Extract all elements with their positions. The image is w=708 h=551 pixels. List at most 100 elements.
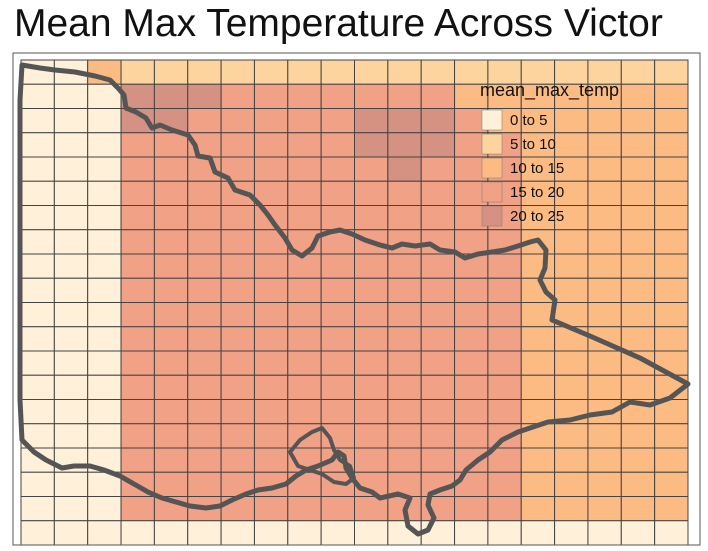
grid-cell	[587, 205, 622, 231]
grid-cell	[387, 205, 422, 231]
grid-cell	[120, 399, 155, 425]
grid-cell	[187, 205, 222, 231]
grid-cell	[20, 326, 55, 352]
grid-cell	[387, 374, 422, 400]
grid-cell	[587, 423, 622, 449]
grid-cell	[20, 83, 55, 109]
grid-cell	[354, 156, 389, 182]
grid-cell	[654, 205, 689, 231]
grid-cell	[153, 302, 189, 328]
grid-cell	[53, 132, 89, 158]
grid-cell	[387, 471, 422, 497]
grid-cell	[20, 471, 55, 497]
grid-cell	[187, 350, 222, 376]
legend-swatch	[481, 133, 503, 155]
grid-cell	[87, 302, 122, 328]
grid-cell	[120, 253, 155, 279]
grid-cell	[87, 108, 122, 134]
grid-cell	[620, 520, 656, 546]
grid-cell	[354, 496, 389, 522]
grid-cell	[253, 374, 289, 400]
grid-cell	[287, 326, 322, 352]
grid-cell	[120, 59, 155, 85]
grid-cell	[253, 132, 289, 158]
grid-cell	[220, 277, 255, 303]
grid-cell	[554, 374, 589, 400]
grid-cell	[187, 277, 222, 303]
grid-cell	[487, 350, 522, 376]
grid-cell	[487, 374, 522, 400]
grid-cell	[520, 496, 556, 522]
grid-cell	[520, 471, 556, 497]
grid-cell	[554, 423, 589, 449]
grid-cell	[87, 156, 122, 182]
legend-label: 0 to 5	[510, 112, 548, 129]
grid-cell	[320, 326, 355, 352]
grid-cell	[354, 253, 389, 279]
grid-cell	[420, 108, 456, 134]
grid-cell	[587, 253, 622, 279]
grid-cell	[20, 399, 55, 425]
grid-cell	[53, 253, 89, 279]
grid-cell	[587, 350, 622, 376]
grid-cell	[20, 350, 55, 376]
grid-cell	[520, 326, 556, 352]
grid-cell	[520, 277, 556, 303]
grid-cell	[387, 350, 422, 376]
grid-cell	[220, 423, 255, 449]
grid-cell	[420, 350, 456, 376]
grid-cell	[354, 302, 389, 328]
grid-cell	[20, 520, 55, 546]
grid-cell	[354, 277, 389, 303]
grid-cell	[320, 399, 355, 425]
grid-cell	[287, 277, 322, 303]
grid-cell	[153, 350, 189, 376]
grid-cell	[287, 180, 322, 206]
grid-cell	[487, 83, 522, 109]
grid-cell	[153, 374, 189, 400]
grid-cell	[220, 399, 255, 425]
grid-cell	[387, 132, 422, 158]
grid-cell	[253, 447, 289, 473]
grid-cell	[120, 302, 155, 328]
grid-cell	[620, 302, 656, 328]
grid-cell	[220, 326, 255, 352]
grid-cell	[53, 277, 89, 303]
grid-cell	[487, 302, 522, 328]
grid-cell	[454, 229, 489, 255]
grid-cell	[554, 132, 589, 158]
grid-cell	[554, 520, 589, 546]
grid-cell	[53, 496, 89, 522]
grid-cell	[287, 132, 322, 158]
grid-cell	[454, 520, 489, 546]
grid-cell	[320, 156, 355, 182]
grid-cell	[253, 350, 289, 376]
grid-cell	[654, 302, 689, 328]
grid-cell	[620, 447, 656, 473]
grid-cell	[420, 132, 456, 158]
grid-cell	[87, 496, 122, 522]
grid-cell	[387, 156, 422, 182]
grid-cell	[20, 277, 55, 303]
grid-cell	[187, 83, 222, 109]
grid-cell	[53, 180, 89, 206]
grid-cell	[587, 229, 622, 255]
grid-cell	[654, 156, 689, 182]
grid-cell	[654, 229, 689, 255]
grid-cell	[87, 229, 122, 255]
grid-cell	[87, 520, 122, 546]
grid-cell	[387, 520, 422, 546]
map-legend: mean_max_temp 0 to 5 5 to 10 10 to 15 15 to…	[480, 80, 619, 227]
grid-cells	[20, 59, 689, 546]
grid-cell	[287, 350, 322, 376]
grid-cell	[287, 496, 322, 522]
grid-cell	[187, 59, 222, 85]
grid-cell	[420, 83, 456, 109]
grid-cell	[153, 423, 189, 449]
grid-cell	[120, 277, 155, 303]
grid-cell	[554, 83, 589, 109]
grid-cell	[387, 108, 422, 134]
grid-cell	[620, 132, 656, 158]
grid-cell	[420, 277, 456, 303]
grid-cell	[387, 447, 422, 473]
